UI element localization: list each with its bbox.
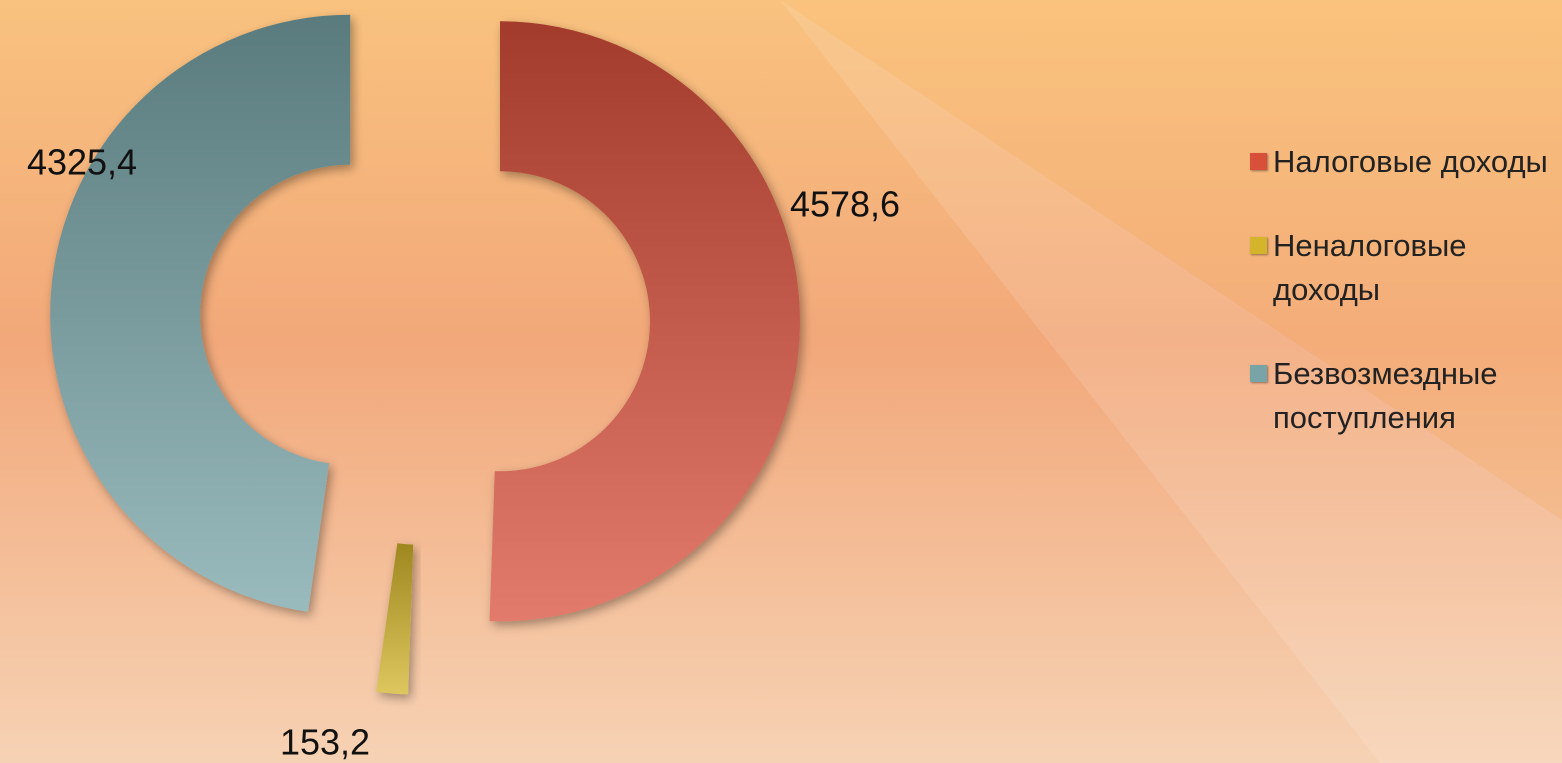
legend-label: Безвозмездные поступления [1273,356,1498,435]
legend-item: Неналоговые доходы [1250,224,1562,312]
pie-slice [50,14,351,612]
data-label: 4325,4 [27,142,137,183]
data-label: 4578,6 [790,184,900,225]
legend-swatch [1250,153,1267,170]
legend-item: Безвозмездные поступления [1250,352,1562,440]
legend-swatch [1250,365,1267,382]
data-label: 153,2 [280,722,370,763]
pie-slice [376,543,414,695]
pie-slice [489,21,800,622]
legend-swatch [1250,237,1267,254]
legend-item: Налоговые доходы [1250,140,1562,184]
legend-label: Налоговые доходы [1273,144,1548,179]
legend: Налоговые доходы Неналоговые доходы Безвоз… [1250,140,1562,480]
legend-label: Неналоговые доходы [1273,228,1467,307]
